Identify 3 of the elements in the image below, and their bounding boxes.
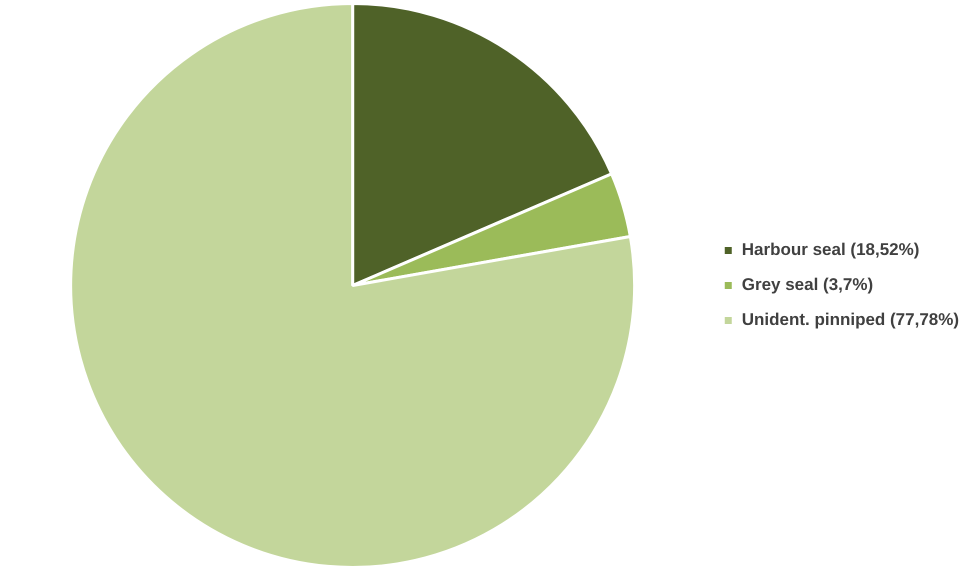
legend-label: Grey seal (3,7%) bbox=[742, 275, 874, 294]
legend-label: Harbour seal (18,52%) bbox=[742, 240, 920, 260]
legend-label: Unident. pinniped (77,78%) bbox=[742, 310, 960, 330]
